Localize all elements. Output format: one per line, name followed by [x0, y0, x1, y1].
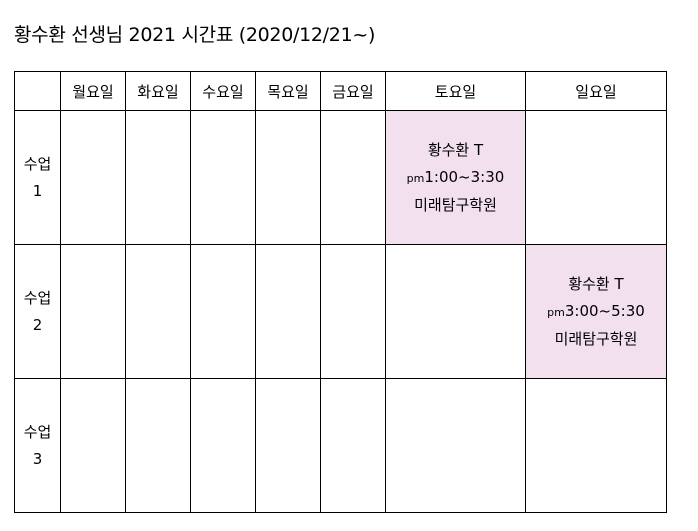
lesson-teacher: 황수환 T	[427, 140, 484, 159]
lesson-place: 미래탐구학원	[554, 329, 638, 348]
cell-saturday-1-lesson: 황수환 T pm1:00~3:30 미래탐구학원	[385, 110, 526, 245]
header-day-monday: 월요일	[60, 71, 126, 111]
row-label-lesson-3: 수업 3	[14, 378, 61, 513]
row-label-lesson-2: 수업 2	[14, 244, 61, 379]
cell-wednesday-2	[190, 244, 256, 379]
cell-monday-2	[60, 244, 126, 379]
lesson-teacher: 황수환 T	[568, 274, 624, 293]
cell-saturday-3	[385, 378, 526, 513]
cell-wednesday-1	[190, 110, 256, 245]
cell-thursday-3	[255, 378, 321, 513]
cell-saturday-2	[385, 244, 526, 379]
lesson-time-range: 1:00~3:30	[424, 167, 505, 186]
cell-tuesday-3	[125, 378, 191, 513]
lesson-time: pm1:00~3:30	[386, 164, 525, 192]
cell-friday-3	[320, 378, 386, 513]
header-day-tuesday: 화요일	[125, 71, 191, 111]
cell-thursday-2	[255, 244, 321, 379]
row-label-text: 수업	[23, 422, 52, 441]
header-day-wednesday: 수요일	[190, 71, 256, 111]
page-title: 황수환 선생님 2021 시간표 (2020/12/21~)	[14, 24, 376, 46]
lesson-time: pm3:00~5:30	[526, 298, 666, 326]
row-label-text: 수업	[23, 288, 52, 307]
header-day-saturday: 토요일	[385, 71, 526, 111]
timetable: 월요일 화요일 수요일 목요일 금요일 토요일 일요일 수업 1 황수환 T p…	[14, 71, 667, 513]
cell-sunday-2-lesson: 황수환 T pm3:00~5:30 미래탐구학원	[525, 244, 667, 379]
table-row: 수업 2 황수환 T pm3:00~5:30 미래탐구학원	[14, 244, 667, 379]
lesson-time-range: 3:00~5:30	[564, 301, 645, 320]
row-label-text: 수업	[23, 154, 52, 173]
cell-tuesday-2	[125, 244, 191, 379]
row-label-lesson-1: 수업 1	[14, 110, 61, 245]
lesson-place: 미래탐구학원	[414, 195, 497, 214]
row-label-number: 1	[32, 181, 43, 200]
header-corner-cell	[14, 71, 61, 111]
header-row: 월요일 화요일 수요일 목요일 금요일 토요일 일요일	[14, 71, 667, 111]
cell-thursday-1	[255, 110, 321, 245]
cell-monday-1	[60, 110, 126, 245]
table-row: 수업 1 황수환 T pm1:00~3:30 미래탐구학원	[14, 110, 667, 245]
lesson-time-pm: pm	[406, 171, 425, 185]
cell-sunday-3	[525, 378, 667, 513]
cell-sunday-1	[525, 110, 667, 245]
table-row: 수업 3	[14, 378, 667, 513]
header-day-friday: 금요일	[320, 71, 386, 111]
cell-wednesday-3	[190, 378, 256, 513]
cell-friday-1	[320, 110, 386, 245]
cell-friday-2	[320, 244, 386, 379]
header-day-sunday: 일요일	[525, 71, 667, 111]
header-day-thursday: 목요일	[255, 71, 321, 111]
row-label-number: 2	[32, 315, 43, 334]
lesson-time-pm: pm	[547, 305, 565, 319]
cell-tuesday-1	[125, 110, 191, 245]
cell-monday-3	[60, 378, 126, 513]
row-label-number: 3	[32, 449, 43, 468]
